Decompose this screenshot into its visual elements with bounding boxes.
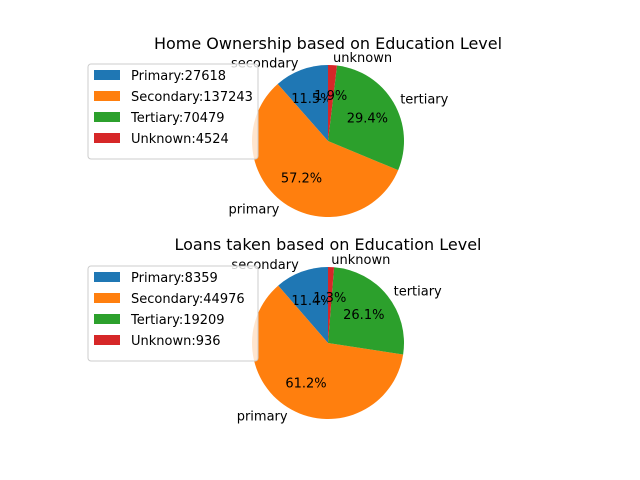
pie-slice-tertiary <box>328 267 405 355</box>
legend-entry: Unknown:936 <box>131 334 221 349</box>
legend-entry: Secondary:137243 <box>131 90 253 105</box>
legend-swatch <box>94 70 120 80</box>
legend-swatch <box>94 133 120 143</box>
slice-percent-secondary: 11.5% <box>291 92 332 107</box>
legend: Primary:8359 Secondary:44976 Tertiary:1920… <box>87 265 259 362</box>
pie-slice-unknown <box>328 64 337 141</box>
slice-percent-unknown: 1.9% <box>314 89 347 104</box>
slice-percent-primary: 57.2% <box>281 172 322 187</box>
legend-swatch <box>94 293 120 303</box>
legend-entry: Primary:27618 <box>131 69 226 84</box>
slice-percent-primary: 61.2% <box>285 376 326 391</box>
slice-percent-unknown: 1.3% <box>313 291 346 306</box>
legend-swatch <box>94 314 120 324</box>
slice-label-primary: primary <box>229 203 280 218</box>
pie-chart-home-ownership: Home Ownership based on Education Levels… <box>87 34 502 218</box>
legend-entry: Unknown:4524 <box>131 132 229 147</box>
slice-label-tertiary: tertiary <box>394 285 442 300</box>
slice-percent-secondary: 11.4% <box>291 294 332 309</box>
pie-slice-secondary <box>278 267 328 343</box>
legend-swatch <box>94 112 120 122</box>
pie-slice-secondary <box>277 65 328 141</box>
legend-swatch <box>94 91 120 101</box>
legend-frame <box>87 265 259 362</box>
legend-entry: Primary:8359 <box>131 271 218 286</box>
pie-slice-primary <box>251 84 399 218</box>
slice-percent-tertiary: 29.4% <box>347 112 388 127</box>
pie-slice-primary <box>252 285 404 419</box>
slice-label-tertiary: tertiary <box>400 92 448 107</box>
legend-entry: Tertiary:70479 <box>130 111 225 126</box>
legend-swatch <box>94 335 120 345</box>
legend-frame <box>87 63 259 160</box>
pie-slice-tertiary <box>328 65 405 171</box>
slice-percent-tertiary: 26.1% <box>343 308 384 323</box>
slice-label-primary: primary <box>237 410 288 425</box>
pie-slice-unknown <box>328 266 335 343</box>
slice-label-unknown: unknown <box>331 253 390 268</box>
chart-title: Loans taken based on Education Level <box>174 235 481 254</box>
legend-entry: Tertiary:19209 <box>130 313 225 328</box>
slice-label-unknown: unknown <box>333 51 392 66</box>
pie-chart-loans: Loans taken based on Education Levelseco… <box>87 235 482 425</box>
legend-swatch <box>94 272 120 282</box>
legend: Primary:27618 Secondary:137243 Tertiary:70… <box>87 63 259 160</box>
chart-title: Home Ownership based on Education Level <box>154 34 502 53</box>
legend-entry: Secondary:44976 <box>131 292 245 307</box>
